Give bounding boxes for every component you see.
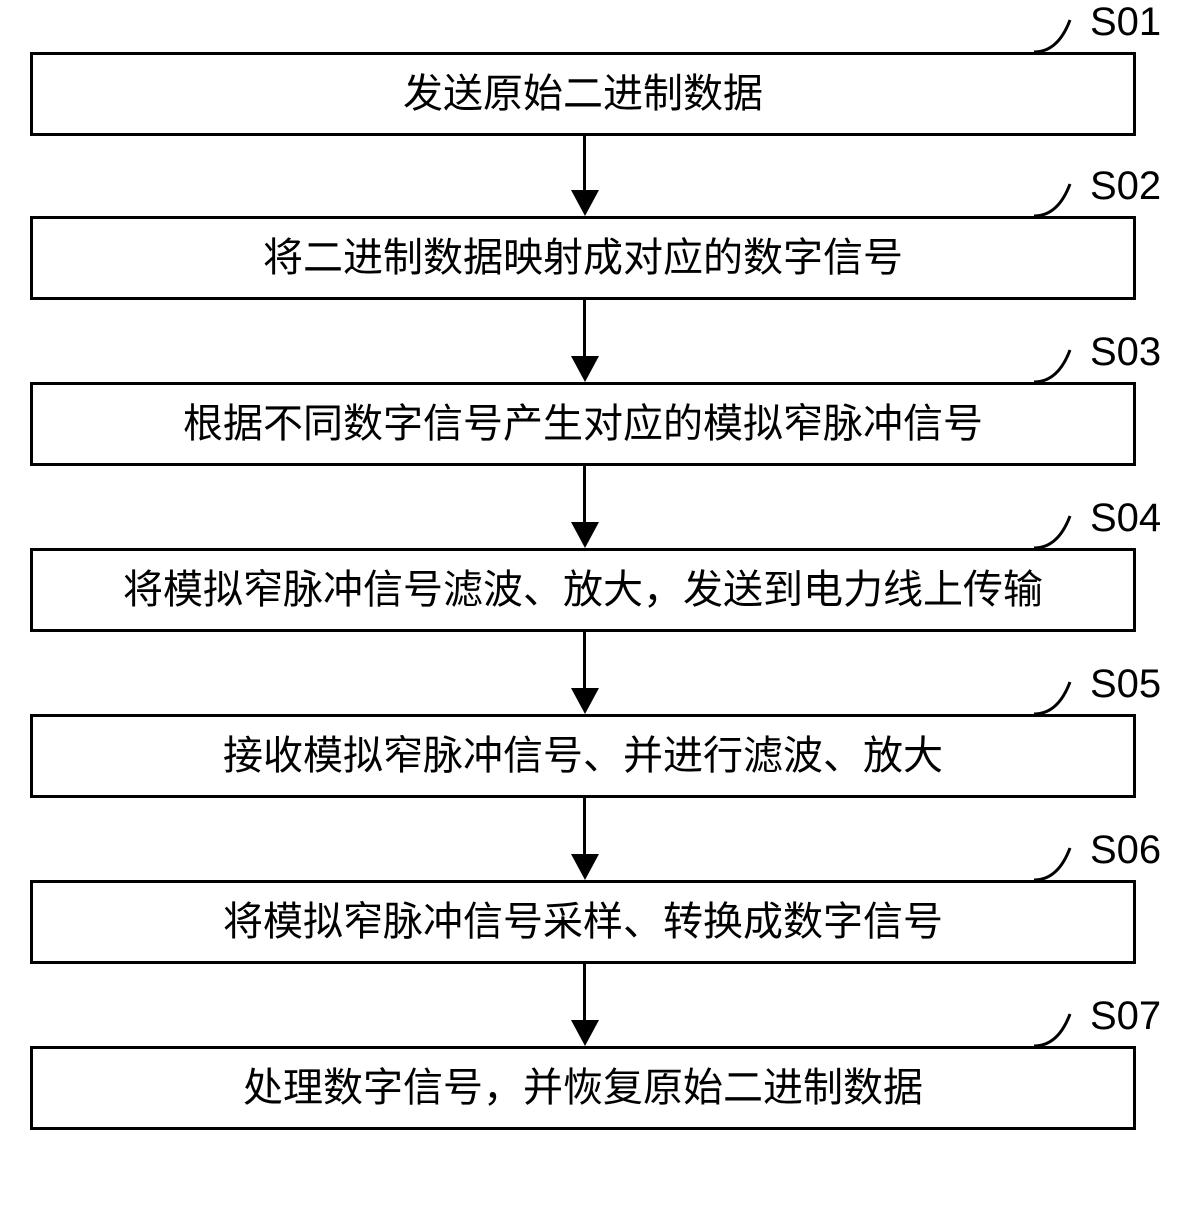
step-label: S01 (1090, 0, 1161, 45)
arrow-head (571, 854, 599, 880)
step-text: 处理数字信号，并恢复原始二进制数据 (243, 1064, 923, 1112)
step-box: 根据不同数字信号产生对应的模拟窄脉冲信号 (30, 382, 1136, 466)
label-connector (1030, 16, 1090, 56)
step-label: S04 (1090, 496, 1161, 541)
arrow-line (583, 466, 586, 522)
step-box: 将模拟窄脉冲信号滤波、放大，发送到电力线上传输 (30, 548, 1136, 632)
step-label: S02 (1090, 164, 1161, 209)
arrow-head (571, 190, 599, 216)
arrow-line (583, 798, 586, 854)
label-connector (1030, 512, 1090, 552)
arrow-line (583, 136, 586, 190)
arrow-head (571, 522, 599, 548)
step-text: 接收模拟窄脉冲信号、并进行滤波、放大 (223, 732, 943, 780)
arrow-line (583, 632, 586, 688)
label-connector (1030, 678, 1090, 718)
flowchart-diagram: 发送原始二进制数据 S01 将二进制数据映射成对应的数字信号 S02 根据不同数… (0, 0, 1184, 1224)
step-text: 根据不同数字信号产生对应的模拟窄脉冲信号 (183, 400, 983, 448)
label-connector (1030, 1010, 1090, 1050)
step-box: 将二进制数据映射成对应的数字信号 (30, 216, 1136, 300)
step-box: 处理数字信号，并恢复原始二进制数据 (30, 1046, 1136, 1130)
arrow-head (571, 688, 599, 714)
step-box: 将模拟窄脉冲信号采样、转换成数字信号 (30, 880, 1136, 964)
arrow-head (571, 356, 599, 382)
step-label: S05 (1090, 662, 1161, 707)
step-text: 将模拟窄脉冲信号采样、转换成数字信号 (223, 898, 943, 946)
label-connector (1030, 346, 1090, 386)
arrow-line (583, 964, 586, 1020)
step-label: S07 (1090, 994, 1161, 1039)
label-connector (1030, 180, 1090, 220)
step-label: S06 (1090, 828, 1161, 873)
step-text: 发送原始二进制数据 (403, 70, 763, 118)
step-text: 将二进制数据映射成对应的数字信号 (263, 234, 903, 282)
step-box: 接收模拟窄脉冲信号、并进行滤波、放大 (30, 714, 1136, 798)
step-label: S03 (1090, 330, 1161, 375)
step-text: 将模拟窄脉冲信号滤波、放大，发送到电力线上传输 (123, 566, 1043, 614)
arrow-head (571, 1020, 599, 1046)
step-box: 发送原始二进制数据 (30, 52, 1136, 136)
arrow-line (583, 300, 586, 356)
label-connector (1030, 844, 1090, 884)
